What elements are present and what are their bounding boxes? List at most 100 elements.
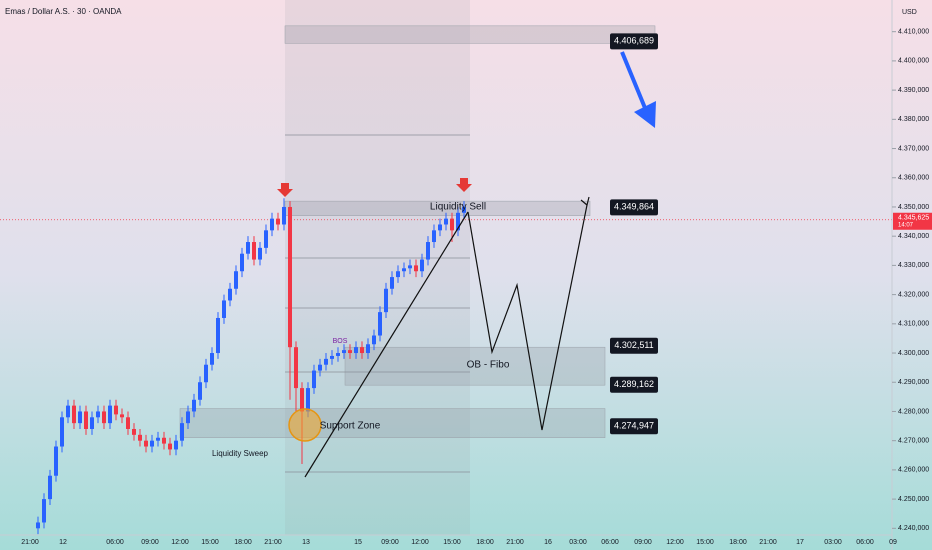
- x-tick-label: 18:00: [729, 539, 747, 546]
- price-level-tag: [610, 418, 658, 435]
- candle-body: [438, 224, 442, 231]
- x-tick-label: 09:00: [381, 539, 399, 546]
- price-level-label: 4.349,864: [614, 202, 654, 212]
- x-tick-label: 15:00: [201, 539, 219, 546]
- candle-body: [246, 242, 250, 254]
- candle-body: [300, 388, 304, 412]
- down-arrow: [277, 183, 293, 197]
- candle-body: [192, 399, 196, 412]
- x-tick-label: 18:00: [234, 539, 252, 546]
- y-tick-label: 4.270,000: [898, 438, 929, 445]
- y-tick-label: 4.400,000: [898, 58, 929, 65]
- projection-path: [467, 204, 588, 431]
- y-tick-label: 4.350,000: [898, 204, 929, 211]
- candle-body: [282, 206, 286, 225]
- candle-body: [36, 522, 40, 529]
- candle-body: [48, 475, 52, 500]
- y-tick-label: 4.240,000: [898, 525, 929, 532]
- session-band: [285, 0, 470, 535]
- y-tick-label: 4.360,000: [898, 175, 929, 182]
- y-tick-label: 4.300,000: [898, 350, 929, 357]
- candle-body: [408, 265, 412, 269]
- x-tick-label: 12: [59, 539, 67, 546]
- annotation: OB - Fibo: [467, 360, 510, 371]
- x-tick-label: 21:00: [21, 539, 39, 546]
- price-level-label: 4.274,947: [614, 421, 654, 431]
- candle-body: [240, 253, 244, 272]
- candle-body: [384, 288, 388, 313]
- x-tick-label: 03:00: [824, 539, 842, 546]
- x-tick-label: 12:00: [411, 539, 429, 546]
- candle-body: [288, 206, 292, 348]
- x-tick-label: 21:00: [506, 539, 524, 546]
- x-tick-label: 09: [889, 539, 897, 546]
- candle-body: [456, 212, 460, 231]
- x-tick-label: 21:00: [264, 539, 282, 546]
- x-tick-label: 15:00: [696, 539, 714, 546]
- candle-body: [396, 271, 400, 278]
- annotation: BOS: [333, 338, 348, 345]
- price-level-label: 4.289,162: [614, 379, 654, 389]
- y-tick-label: 4.410,000: [898, 29, 929, 36]
- price-level-tag: [610, 337, 658, 354]
- candle-body: [72, 405, 76, 424]
- candle-body: [432, 230, 436, 243]
- candle-body: [132, 428, 136, 435]
- price-level-label: 4.302,511: [614, 340, 653, 350]
- candle-body: [426, 242, 430, 260]
- x-tick-label: 13: [302, 539, 310, 546]
- candle-body: [234, 271, 238, 289]
- candle-body: [294, 347, 298, 389]
- x-tick-label: 06:00: [106, 539, 124, 546]
- candle-body: [462, 206, 466, 213]
- candle-body: [402, 268, 406, 272]
- candle-body: [66, 405, 70, 418]
- candle-body: [450, 218, 454, 231]
- candle-body: [414, 265, 418, 272]
- price-level-tag: [610, 199, 658, 216]
- x-tick-label: 15:00: [443, 539, 461, 546]
- bearish-arrowhead: [634, 101, 656, 128]
- candle-body: [108, 405, 112, 424]
- y-tick-label: 4.290,000: [898, 379, 929, 386]
- candle-body: [210, 353, 214, 365]
- candle-body: [330, 355, 334, 359]
- candle-body: [150, 440, 154, 447]
- candle-body: [318, 364, 322, 371]
- price-level-label: 4.406,689: [614, 36, 654, 46]
- candle-body: [366, 344, 370, 354]
- candle-body: [54, 446, 58, 476]
- bearish-arrow: [620, 51, 647, 109]
- candle-body: [126, 417, 130, 429]
- price-level-tag: [610, 33, 658, 50]
- y-tick-label: 4.280,000: [898, 408, 929, 415]
- candle-body: [60, 417, 64, 447]
- candle-body: [390, 277, 394, 289]
- x-tick-label: 03:00: [569, 539, 587, 546]
- candle-body: [84, 411, 88, 429]
- candle-body: [228, 288, 232, 301]
- candle-body: [138, 434, 142, 441]
- y-tick-label: 4.340,000: [898, 233, 929, 240]
- zone: [344, 346, 606, 386]
- y-tick-label: 4.380,000: [898, 116, 929, 123]
- candle-body: [78, 411, 82, 424]
- y-tick-label: 4.310,000: [898, 321, 929, 328]
- candle-body: [336, 353, 340, 356]
- annotation: Support Zone: [320, 421, 381, 432]
- candle-body: [222, 300, 226, 318]
- candle-body: [342, 350, 346, 354]
- candle-body: [174, 440, 178, 450]
- x-tick-label: 06:00: [601, 539, 619, 546]
- trend-line: [304, 211, 469, 478]
- price-level-tag: [610, 376, 658, 393]
- candle-body: [324, 358, 328, 365]
- candle-body: [102, 411, 106, 424]
- countdown: 14:07: [898, 222, 914, 228]
- y-tick-label: 4.370,000: [898, 145, 929, 152]
- current-price-tag: [893, 212, 932, 230]
- candle-body: [90, 417, 94, 429]
- candle-body: [96, 411, 100, 418]
